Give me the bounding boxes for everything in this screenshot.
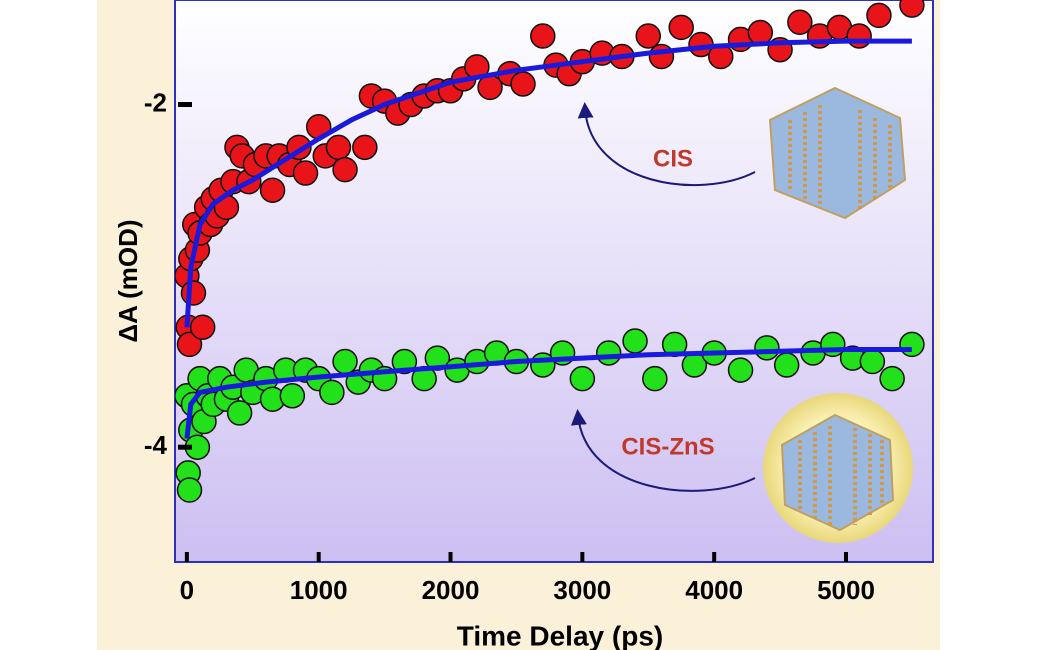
y-tick-label: -2: [144, 87, 167, 117]
data-point: [530, 23, 556, 49]
y-axis-label: ΔA (mOD): [113, 219, 143, 342]
arrow: [577, 102, 756, 187]
data-point: [510, 71, 536, 97]
data-point: [846, 23, 872, 49]
data-point: [352, 134, 378, 161]
y-tick-label: -4: [144, 430, 168, 460]
data-point: [754, 335, 780, 361]
data-point: [899, 331, 925, 358]
data-point: [648, 43, 675, 70]
data-point: [569, 365, 596, 392]
plot-marks: [175, 0, 925, 503]
data-point: [176, 477, 203, 503]
x-tick-label: 5000: [817, 575, 875, 605]
data-point: [899, 0, 925, 18]
data-point: [879, 365, 905, 392]
data-point: [259, 177, 286, 203]
data-point: [635, 23, 662, 49]
data-point: [226, 400, 253, 426]
data-point: [332, 348, 358, 375]
x-tick-label: 2000: [422, 575, 480, 605]
data-point: [595, 340, 622, 366]
data-point: [622, 328, 648, 354]
annotation: CIS-ZnS: [621, 433, 714, 460]
data-point: [325, 134, 352, 161]
data-point: [319, 379, 345, 406]
data-point: [866, 2, 892, 29]
fit-line: [184, 38, 912, 328]
cis-nanocrystal-icon: [768, 86, 907, 220]
arrow: [570, 409, 756, 492]
data-point: [189, 314, 216, 341]
x-tick-label: 4000: [685, 575, 743, 605]
data-point: [292, 160, 319, 186]
data-point: [859, 348, 886, 375]
fit-line: [184, 347, 912, 439]
data-point: [332, 156, 358, 183]
data-point: [773, 352, 800, 378]
data-point: [787, 9, 813, 36]
data-point: [180, 280, 207, 306]
data-point: [642, 365, 668, 392]
cis-zns-nanocrystal-icon: [763, 393, 913, 543]
x-axis-label: Time Delay (ps): [457, 620, 663, 650]
data-point: [176, 331, 203, 358]
x-tick-label: 0: [180, 575, 194, 605]
data-point: [727, 357, 754, 383]
x-tick-label: 1000: [290, 575, 348, 605]
data-point: [279, 383, 306, 409]
x-tick-label: 3000: [553, 575, 611, 605]
annotation: CIS: [653, 145, 693, 172]
data-point: [668, 14, 694, 41]
